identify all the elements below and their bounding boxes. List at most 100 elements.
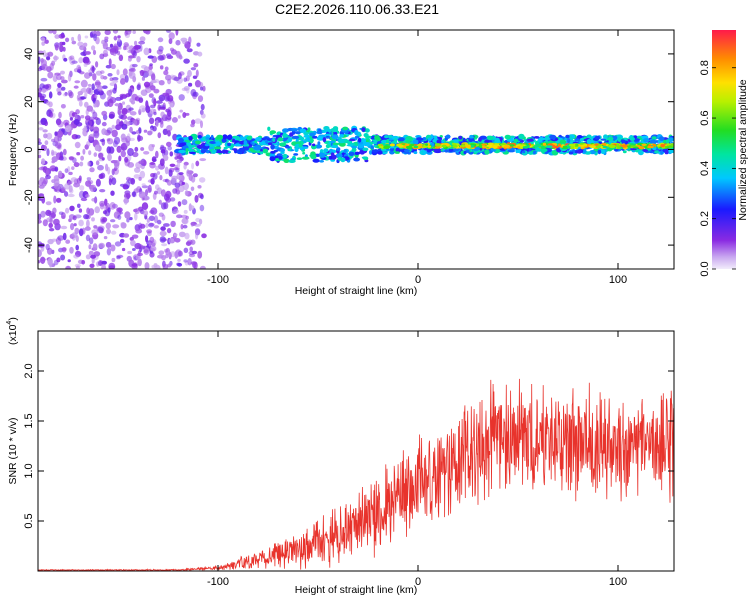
spectrogram-cell	[463, 150, 467, 155]
spectrogram-cell	[105, 64, 112, 69]
spectrogram-cell	[322, 137, 327, 143]
spectrogram-cell	[374, 135, 380, 141]
spectrogram-cell	[293, 153, 299, 156]
spectrogram-cell	[106, 247, 112, 256]
spectrogram-cell	[120, 142, 128, 151]
spectrogram-cell	[602, 145, 608, 149]
spectrogram-cell	[61, 212, 66, 219]
spectrogram-cell	[110, 244, 116, 252]
spectrogram-cell	[195, 232, 199, 240]
spectrogram-cell	[165, 190, 172, 199]
y-tick-label: 1.0	[23, 463, 35, 478]
spectrogram-cell	[594, 135, 601, 140]
spectrogram-cell	[465, 144, 471, 148]
spectrogram-cell	[147, 55, 154, 59]
colorbar-gradient	[712, 30, 736, 269]
spectrogram-cell	[109, 89, 113, 93]
spectrogram-cell	[54, 44, 59, 51]
spectrogram-cell	[461, 144, 466, 148]
spectrogram-cell	[148, 222, 154, 228]
spectrogram-cell	[195, 160, 200, 167]
spectrogram-cell	[123, 197, 128, 205]
spectrogram-cell	[77, 41, 84, 47]
y-tick-label: 2.0	[23, 363, 35, 378]
spectrogram-cell	[129, 45, 134, 53]
spectrogram-cell	[232, 138, 236, 143]
spectrogram-cell	[173, 76, 180, 82]
spectrogram-cell	[189, 205, 195, 211]
spectrogram-cell	[433, 135, 438, 139]
spectrogram-cell	[391, 135, 399, 140]
spectrogram-cell	[154, 190, 158, 195]
spectrogram-cell	[167, 146, 172, 151]
spectrogram-cell	[38, 56, 41, 64]
spectrogram-cell	[166, 179, 172, 186]
spectrogram-cell	[178, 72, 182, 80]
spectrogram-cell	[138, 97, 144, 103]
spectrogram-cell	[492, 145, 498, 149]
spectrogram-cell	[89, 263, 95, 268]
spectrogram-cell	[182, 224, 188, 229]
colorbar-tick-label: 0.2	[699, 211, 711, 226]
spectrogram-cell	[190, 67, 197, 71]
spectrogram-cell	[143, 249, 149, 253]
spectrogram-cell	[38, 213, 42, 220]
spectrogram-cell	[81, 227, 86, 235]
spectrogram-cell	[199, 158, 207, 162]
spectrogram-cell	[586, 139, 592, 145]
spectrogram-cell	[46, 56, 51, 61]
spectrogram-cell	[40, 210, 46, 218]
spectrogram-cell	[574, 143, 579, 147]
spectrogram-cell	[60, 70, 65, 75]
spectrogram-cell	[194, 228, 201, 236]
spectrogram-cell	[190, 261, 198, 265]
spectrogram-cell	[139, 223, 146, 229]
spectrogram-cell	[538, 144, 542, 148]
spectrogram-cell	[38, 260, 41, 264]
spectrogram-cell	[303, 131, 309, 136]
spectrogram-cell	[332, 142, 340, 146]
spectrogram-cell	[69, 246, 74, 254]
spectrogram-cell	[112, 79, 119, 83]
spectrogram-cell	[42, 84, 50, 90]
y-tick-label: 0.5	[23, 513, 35, 528]
spectrogram-cell	[171, 117, 178, 123]
spectrogram-cell	[181, 87, 188, 92]
spectrogram-cell	[354, 135, 360, 139]
spectrogram-cell	[111, 203, 118, 209]
spectrogram-cell	[518, 133, 525, 140]
spectrogram-cell	[141, 76, 145, 81]
spectrogram-cell	[197, 250, 203, 259]
spectrogram-cell	[200, 113, 206, 119]
snr-y-axis-title: SNR (10 * v/v)	[7, 417, 19, 484]
x-tick-label: 0	[415, 274, 421, 286]
spectrogram-cell	[632, 146, 639, 149]
spectrogram-cell	[78, 208, 83, 213]
spectrogram-cell	[113, 136, 121, 145]
spectrogram-cell	[462, 137, 466, 143]
spectrogram-cell	[73, 182, 80, 188]
y-tick-label: -20	[23, 189, 35, 205]
spectrogram-cell	[129, 111, 137, 116]
spectrogram-cell	[117, 35, 121, 39]
spectrogram-cell	[160, 111, 165, 118]
spectrogram-cell	[103, 236, 108, 240]
svg-text:(x104): (x104)	[6, 317, 19, 345]
spectrogram-cell	[166, 55, 174, 59]
spectrogram-cell	[664, 150, 669, 155]
spectrogram-cell	[80, 115, 85, 119]
spectrogram-cell	[259, 141, 266, 145]
spectrogram-cell	[294, 147, 299, 153]
spectrogram-cell	[177, 262, 183, 267]
spectrogram-cell	[291, 135, 300, 139]
spectrogram-cell	[415, 137, 424, 141]
spectrogram-cell	[579, 137, 585, 142]
spectrogram-cell	[53, 135, 60, 144]
spectrogram-cell	[75, 250, 82, 257]
spectrogram-cell	[73, 223, 77, 227]
spectrogram-cell	[165, 197, 172, 203]
spectrogram-cell	[68, 185, 73, 193]
spectrogram-cell	[126, 133, 131, 141]
spectrogram-cell	[70, 223, 75, 231]
spectrogram-cell	[131, 63, 138, 68]
